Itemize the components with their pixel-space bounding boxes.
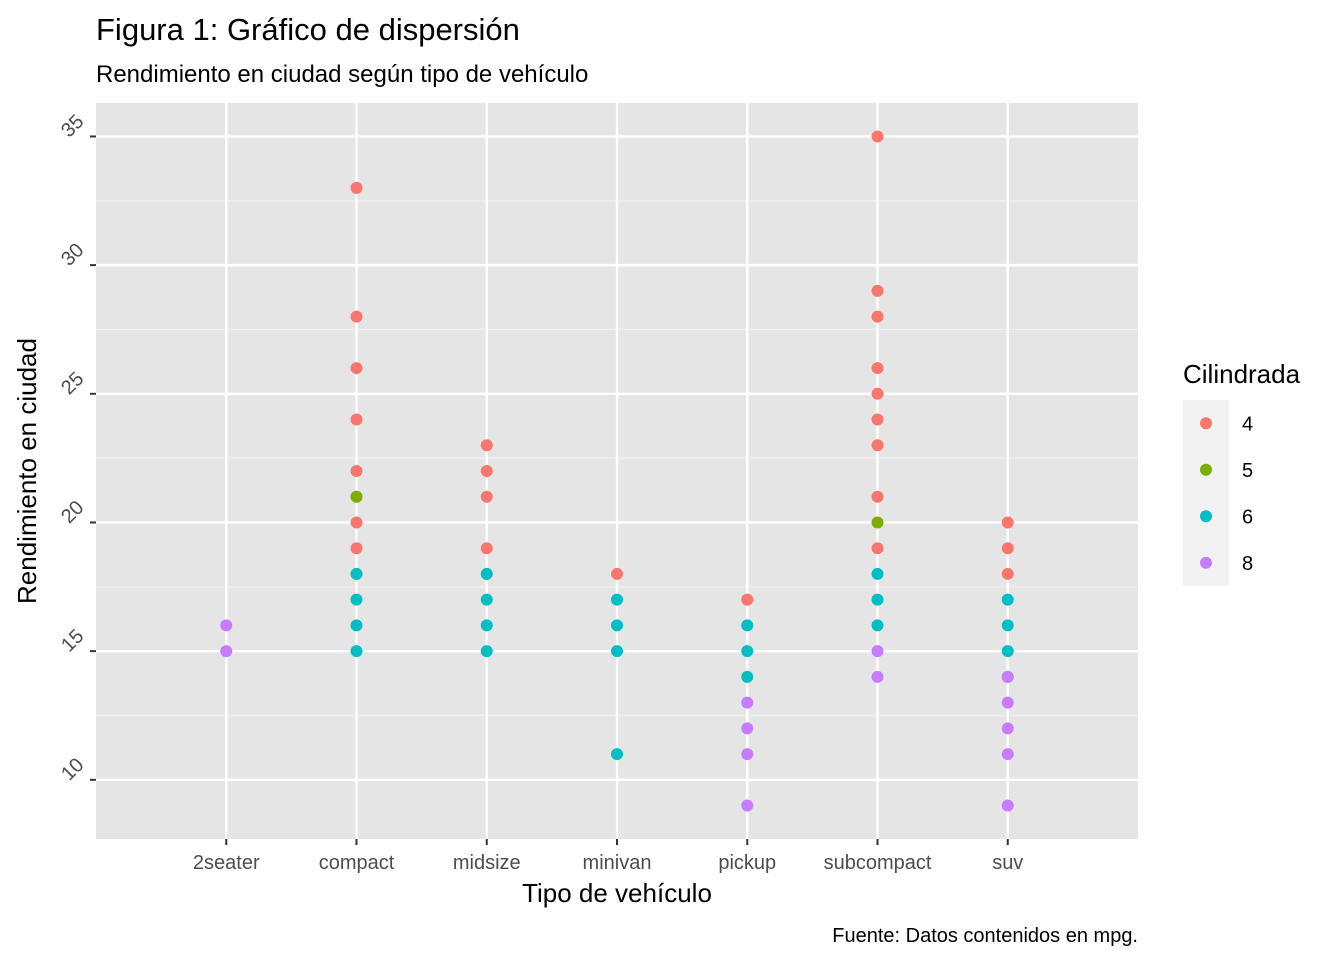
data-point (871, 310, 884, 323)
data-point (741, 748, 754, 761)
data-point (350, 567, 363, 580)
data-point (350, 490, 363, 503)
data-point (1001, 542, 1014, 555)
legend-label: 4 (1242, 413, 1253, 435)
data-point (220, 645, 233, 658)
data-point (350, 310, 363, 323)
data-point (1001, 567, 1014, 580)
legend-title: Cilindrada (1183, 359, 1301, 389)
y-tick-label: 30 (57, 239, 88, 270)
data-point (350, 645, 363, 658)
x-tick-label: subcompact (824, 852, 932, 874)
data-point (871, 413, 884, 426)
data-point (741, 670, 754, 683)
legend-label: 8 (1242, 553, 1253, 575)
data-point (480, 542, 493, 555)
data-point (350, 542, 363, 555)
data-point (1001, 748, 1014, 761)
data-point (871, 593, 884, 606)
x-tick-label: compact (319, 852, 395, 874)
data-point (741, 722, 754, 735)
data-point (1001, 619, 1014, 632)
data-point (350, 181, 363, 194)
data-point (480, 593, 493, 606)
data-point (480, 465, 493, 477)
legend: Cilindrada 4 5 6 8 (1183, 359, 1301, 586)
data-point (741, 593, 754, 606)
chart-caption: Fuente: Datos contenidos en mpg. (832, 925, 1138, 947)
data-point (741, 619, 754, 632)
data-point (611, 748, 623, 761)
data-point (480, 490, 493, 503)
x-tick-label: minivan (583, 852, 652, 874)
data-point (480, 645, 493, 658)
data-point (611, 567, 623, 580)
data-point (741, 645, 754, 658)
legend-label: 5 (1242, 460, 1253, 482)
data-point (871, 490, 884, 503)
data-point (1001, 516, 1014, 529)
data-point (480, 439, 493, 452)
legend-label: 6 (1242, 506, 1253, 528)
y-axis-ticks: 10 15 20 25 30 35 (57, 111, 96, 785)
data-point (1001, 722, 1014, 735)
data-point (871, 284, 884, 297)
data-point (1001, 593, 1014, 606)
legend-marker (1200, 556, 1212, 569)
data-point (871, 387, 884, 400)
data-point (871, 567, 884, 580)
data-point (871, 130, 884, 143)
x-tick-label: 2seater (193, 852, 260, 874)
data-point (1001, 670, 1014, 683)
y-tick-label: 20 (57, 497, 88, 528)
y-tick-label: 15 (57, 625, 88, 656)
data-point (220, 619, 233, 632)
data-point (480, 567, 493, 580)
legend-marker (1200, 417, 1212, 430)
data-point (350, 516, 363, 529)
legend-keys: 4 5 6 8 (1183, 400, 1253, 586)
data-point (871, 439, 884, 452)
data-point (1001, 799, 1014, 812)
data-point (741, 696, 754, 709)
data-points (220, 130, 1014, 812)
legend-marker (1200, 463, 1212, 476)
data-point (350, 413, 363, 426)
data-point (611, 645, 623, 658)
y-tick-label: 25 (57, 368, 88, 399)
data-point (871, 516, 884, 529)
data-point (871, 645, 884, 658)
y-axis-title: Rendimiento en ciudad (12, 338, 42, 604)
y-tick-label: 10 (57, 754, 88, 785)
data-point (480, 619, 493, 632)
x-tick-label: pickup (718, 852, 776, 874)
x-axis-title: Tipo de vehículo (522, 878, 712, 908)
data-point (350, 362, 363, 375)
x-tick-label: midsize (453, 852, 521, 874)
data-point (611, 593, 623, 606)
x-tick-label: suv (992, 852, 1023, 874)
chart-title: Figura 1: Gráfico de dispersión (96, 12, 520, 47)
legend-marker (1200, 510, 1212, 523)
data-point (871, 542, 884, 555)
data-point (1001, 645, 1014, 658)
data-point (871, 362, 884, 375)
y-tick-label: 35 (57, 111, 88, 142)
data-point (350, 593, 363, 606)
x-axis-ticks: 2seater compact midsize minivan pickup subcom… (193, 839, 1023, 874)
data-point (871, 619, 884, 632)
data-point (611, 619, 623, 632)
data-point (741, 799, 754, 812)
data-point (1001, 696, 1014, 709)
data-point (350, 619, 363, 632)
chart-subtitle: Rendimiento en ciudad según tipo de vehí… (96, 61, 588, 88)
data-point (871, 670, 884, 683)
data-point (350, 465, 363, 477)
